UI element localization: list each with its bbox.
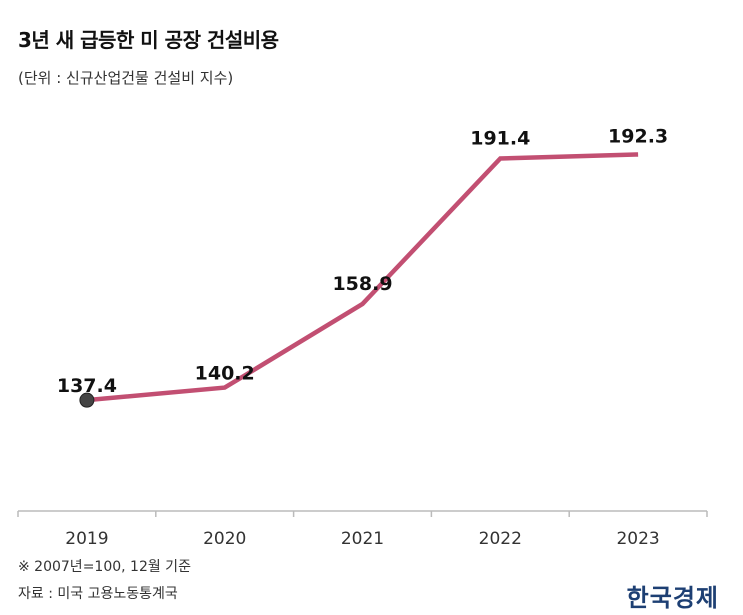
x-tick-label: 2022 xyxy=(479,529,522,549)
chart-title: 3년 새 급등한 미 공장 건설비용 xyxy=(18,28,279,52)
data-label: 140.2 xyxy=(195,363,255,385)
x-tick-label: 2020 xyxy=(203,529,246,549)
base-year-note: ※ 2007년=100, 12월 기준 xyxy=(18,559,191,575)
data-label: 158.9 xyxy=(332,273,392,295)
publisher-logo: 한국경제 xyxy=(626,583,719,612)
source-note: 자료 : 미국 고용노동통계국 xyxy=(18,586,178,602)
data-point-marker xyxy=(79,392,95,408)
x-tick-label: 2021 xyxy=(341,529,384,549)
x-tick-label: 2019 xyxy=(65,529,108,549)
data-label: 191.4 xyxy=(470,127,530,149)
data-label: 192.3 xyxy=(608,125,668,147)
series-line xyxy=(86,152,639,403)
x-tick-label: 2023 xyxy=(616,529,659,549)
data-label: 137.4 xyxy=(57,375,117,397)
chart-subtitle: (단위 : 신규산업건물 건설비 지수) xyxy=(18,69,234,87)
